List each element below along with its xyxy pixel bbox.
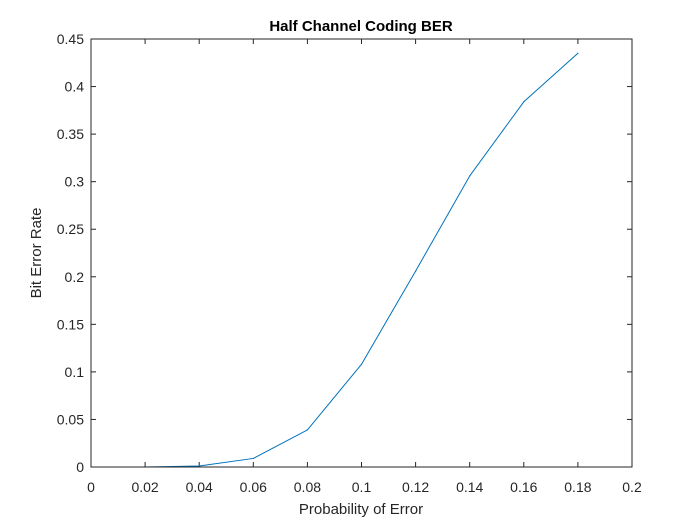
- x-tick-label-5: 0.1: [352, 479, 372, 495]
- y-tick-label-8: 0.4: [65, 79, 85, 95]
- chart-title: Half Channel Coding BER: [269, 18, 453, 35]
- data-point: [577, 52, 579, 54]
- x-tick-label-8: 0.16: [510, 479, 537, 495]
- x-tick-label-3: 0.06: [240, 479, 267, 495]
- x-tick-label-4: 0.08: [294, 479, 321, 495]
- y-axis-label: Bit Error Rate: [28, 208, 45, 299]
- y-tick-label-7: 0.35: [57, 126, 84, 142]
- y-tick-label-9: 0.45: [57, 31, 84, 47]
- y-tick-label-4: 0.2: [65, 269, 85, 285]
- x-tick-label-9: 0.18: [564, 479, 591, 495]
- data-point: [306, 429, 308, 431]
- x-tick-label-1: 0.02: [131, 479, 158, 495]
- x-tick-label-2: 0.04: [186, 479, 213, 495]
- data-point: [469, 175, 471, 177]
- data-point: [198, 465, 200, 467]
- y-tick-label-5: 0.25: [57, 221, 84, 237]
- data-point: [523, 101, 525, 103]
- data-point: [415, 270, 417, 272]
- x-tick-label-7: 0.14: [456, 479, 483, 495]
- axes-box: [90, 38, 633, 468]
- x-tick-label-0: 0: [87, 479, 95, 495]
- data-point: [252, 457, 254, 460]
- y-tick-label-6: 0.3: [65, 174, 85, 190]
- x-tick-label-10: 0.2: [622, 479, 642, 495]
- plot-area: [91, 39, 632, 467]
- y-tick-label-2: 0.1: [65, 364, 85, 380]
- y-tick-label-0: 0: [76, 459, 84, 475]
- data-point: [360, 363, 363, 365]
- y-tick-label-3: 0.15: [57, 316, 84, 332]
- y-tick-labels: 0 0.05 0.1 0.15 0.2 0.25 0.3 0.35 0.4 0.45: [57, 31, 84, 475]
- x-tick-labels: 0 0.02 0.04 0.06 0.08 0.1 0.12 0.14 0.16 0.18 0.2: [87, 479, 642, 495]
- y-tick-label-1: 0.05: [57, 411, 84, 427]
- x-tick-label-6: 0.12: [402, 479, 429, 495]
- x-axis-label: Probability of Error: [299, 501, 423, 518]
